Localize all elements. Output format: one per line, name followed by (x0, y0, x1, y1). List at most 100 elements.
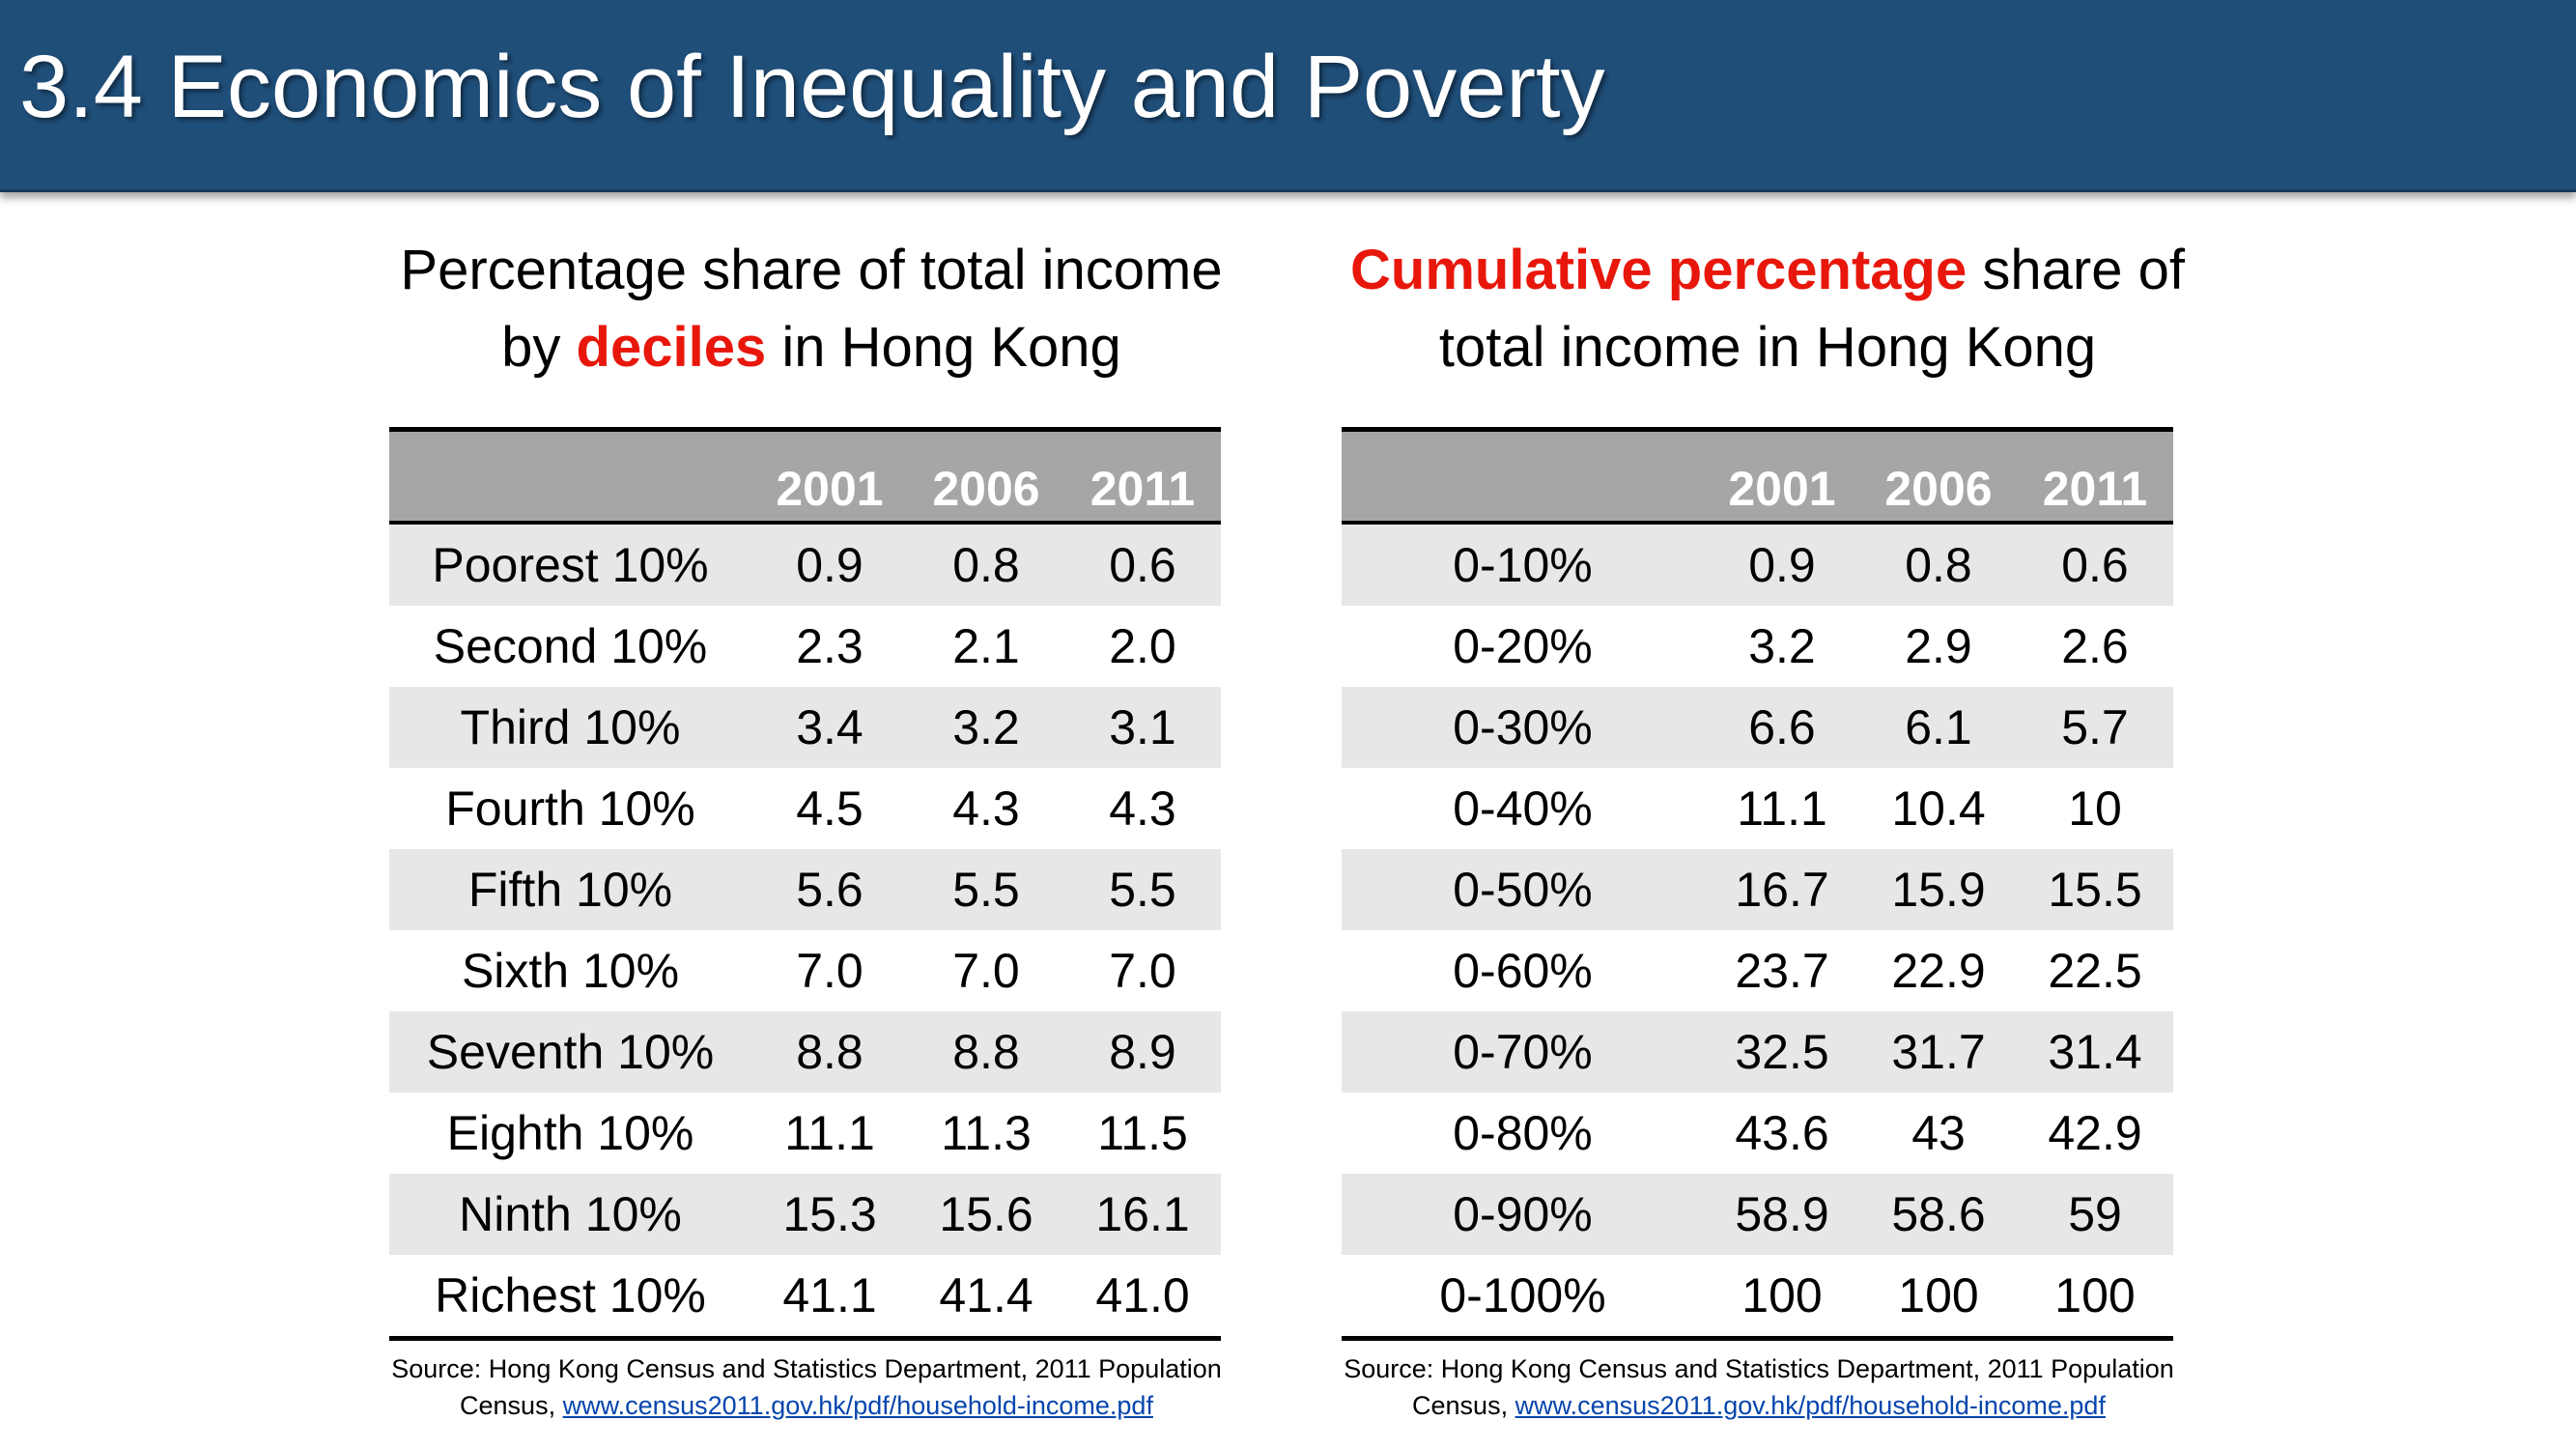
row-label-cell: 0-90% (1453, 1187, 1593, 1241)
value-cell: 2.1 (952, 619, 1020, 673)
value-cell: 8.8 (796, 1025, 863, 1079)
table-row: 0-40% 11.1 10.4 10 (1342, 768, 2173, 849)
cumulative-share-table: 2001 2006 2011 0-10% 0.9 0.8 0.6 0-20% 3.2 2.9 2.… (1342, 427, 2173, 1341)
value-cell: 11.5 (1097, 1106, 1188, 1160)
table-row: Sixth 10% 7.0 7.0 7.0 (389, 930, 1221, 1011)
row-label-cell: 0-20% (1453, 619, 1593, 673)
value-cell: 4.3 (1109, 781, 1176, 836)
table-row: 0-30% 6.6 6.1 5.7 (1342, 687, 2173, 768)
year-header-cell: 2001 (1704, 427, 1860, 525)
value-cell: 15.3 (782, 1187, 877, 1241)
row-label-cell: Poorest 10% (432, 538, 709, 592)
row-label-cell: 0-30% (1453, 700, 1593, 754)
right-table-heading: Cumulative percentage share of total inc… (1323, 232, 2212, 386)
row-label-cell: Eighth 10% (446, 1106, 694, 1160)
left-heading-emphasis: deciles (576, 316, 767, 379)
year-header-cell: 2006 (1860, 427, 2017, 525)
table-row: Fifth 10% 5.6 5.5 5.5 (389, 849, 1221, 930)
value-cell: 3.2 (952, 700, 1020, 754)
value-cell: 42.9 (2048, 1106, 2142, 1160)
right-source-prefix: Census, (1412, 1391, 1515, 1420)
row-label-cell: 0-40% (1453, 781, 1593, 836)
value-cell: 0.8 (952, 538, 1020, 592)
value-cell: 41.0 (1064, 1255, 1221, 1341)
value-cell: 11.3 (941, 1106, 1032, 1160)
value-cell: 10.4 (1891, 781, 1986, 836)
value-cell: 15.6 (939, 1187, 1033, 1241)
value-cell: 4.3 (952, 781, 1020, 836)
value-cell: 31.4 (2048, 1025, 2142, 1079)
right-source-line1: Source: Hong Kong Census and Statistics … (1344, 1354, 2174, 1383)
right-heading-line2: total income in Hong Kong (1438, 316, 2097, 379)
value-cell: 6.1 (1905, 700, 1972, 754)
left-heading-post: in Hong Kong (766, 316, 1121, 379)
value-cell: 23.7 (1735, 944, 1829, 998)
left-source-note: Source: Hong Kong Census and Statistics … (348, 1350, 1265, 1424)
left-source-line1: Source: Hong Kong Census and Statistics … (391, 1354, 1222, 1383)
value-cell: 5.7 (2061, 700, 2129, 754)
value-cell: 22.5 (2048, 944, 2142, 998)
table-row: 0-50% 16.7 15.9 15.5 (1342, 849, 2173, 930)
value-cell: 43.6 (1735, 1106, 1829, 1160)
right-heading-post: share of (1967, 239, 2185, 301)
table-row: Fourth 10% 4.5 4.3 4.3 (389, 768, 1221, 849)
value-cell: 7.0 (796, 944, 863, 998)
value-cell: 58.9 (1735, 1187, 1829, 1241)
table-row: 0-20% 3.2 2.9 2.6 (1342, 606, 2173, 687)
value-cell: 0.6 (1109, 538, 1176, 592)
value-cell: 0.8 (1905, 538, 1972, 592)
value-cell: 58.6 (1891, 1187, 1986, 1241)
header-label-cell (1342, 427, 1704, 525)
left-source-line2: Census, www.census2011.gov.hk/pdf/househ… (348, 1387, 1265, 1424)
value-cell: 0.6 (2061, 538, 2129, 592)
value-cell: 16.7 (1735, 863, 1829, 917)
table-row: Second 10% 2.3 2.1 2.0 (389, 606, 1221, 687)
row-label-cell: Ninth 10% (459, 1187, 682, 1241)
row-label-cell: 0-70% (1453, 1025, 1593, 1079)
value-cell: 11.1 (784, 1106, 875, 1160)
value-cell: 22.9 (1891, 944, 1986, 998)
right-heading-line1: Cumulative percentage share of (1323, 232, 2212, 309)
value-cell: 2.6 (2061, 619, 2129, 673)
value-cell: 32.5 (1735, 1025, 1829, 1079)
left-table-heading: Percentage share of total income by deci… (367, 232, 1256, 386)
slide-title: 3.4 Economics of Inequality and Poverty (19, 38, 1605, 136)
year-header-cell: 2001 (751, 427, 908, 525)
value-cell: 8.8 (952, 1025, 1020, 1079)
table-header-row: 2001 2006 2011 (389, 427, 1221, 525)
row-label-cell: 0-60% (1453, 944, 1593, 998)
table-row: 0-90% 58.9 58.6 59 (1342, 1174, 2173, 1255)
row-label-cell: Fourth 10% (445, 781, 695, 836)
table-row: Seventh 10% 8.8 8.8 8.9 (389, 1011, 1221, 1093)
row-label-cell: Fifth 10% (467, 863, 673, 917)
row-label-cell: 0-50% (1453, 863, 1593, 917)
value-cell: 0.9 (1748, 538, 1816, 592)
left-heading-pre: by (501, 316, 577, 379)
table-row: Third 10% 3.4 3.2 3.1 (389, 687, 1221, 768)
value-cell: 3.4 (796, 700, 863, 754)
right-source-link[interactable]: www.census2011.gov.hk/pdf/household-inco… (1514, 1391, 2106, 1420)
year-header-cell: 2011 (1064, 427, 1221, 525)
table-row: Richest 10% 41.1 41.4 41.0 (389, 1255, 1221, 1341)
value-cell: 43 (1911, 1106, 1966, 1160)
row-label-cell: Sixth 10% (461, 944, 680, 998)
value-cell: 7.0 (1109, 944, 1176, 998)
title-bar: 3.4 Economics of Inequality and Poverty (0, 0, 2576, 192)
value-cell: 6.6 (1748, 700, 1816, 754)
value-cell: 0.9 (796, 538, 863, 592)
value-cell: 100 (2017, 1255, 2173, 1341)
left-heading-line1: Percentage share of total income (400, 239, 1223, 301)
row-label-cell: Richest 10% (389, 1255, 751, 1341)
value-cell: 15.9 (1891, 863, 1986, 917)
right-source-line2: Census, www.census2011.gov.hk/pdf/househ… (1300, 1387, 2218, 1424)
table-row: 0-10% 0.9 0.8 0.6 (1342, 523, 2173, 606)
header-label-cell (389, 427, 751, 525)
left-heading-line2: by deciles in Hong Kong (367, 309, 1256, 386)
left-source-link[interactable]: www.census2011.gov.hk/pdf/household-inco… (562, 1391, 1153, 1420)
row-label-cell: Second 10% (433, 619, 708, 673)
table-row: Eighth 10% 11.1 11.3 11.5 (389, 1093, 1221, 1174)
left-source-prefix: Census, (460, 1391, 563, 1420)
year-header-cell: 2006 (908, 427, 1064, 525)
row-label-cell: Third 10% (460, 700, 681, 754)
value-cell: 5.5 (952, 863, 1020, 917)
